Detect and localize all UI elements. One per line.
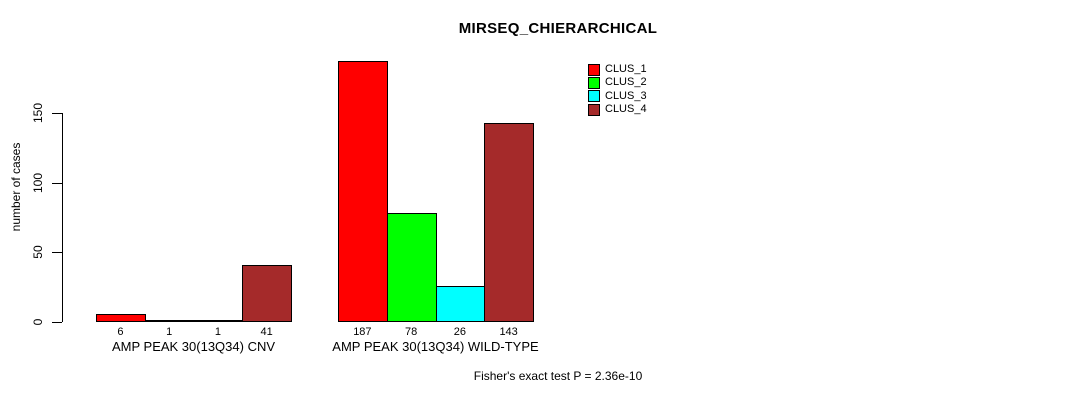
y-axis-tick-label: 150	[31, 102, 45, 124]
y-axis-tick	[52, 252, 62, 254]
legend-item: CLUS_1	[588, 63, 647, 76]
legend-color-swatch-clus-1	[588, 63, 600, 76]
bar-value-label: 78	[405, 326, 418, 338]
legend-item: CLUS_3	[588, 89, 647, 103]
y-axis-tick-label: 100	[31, 172, 45, 193]
category-label: AMP PEAK 30(13Q34) WILD-TYPE	[332, 339, 539, 354]
bar-value-label: 1	[166, 326, 173, 338]
category-label: AMP PEAK 30(13Q34) CNV	[111, 339, 276, 354]
bar-value-label: 1	[214, 326, 221, 338]
bar-g1-clus-2	[144, 320, 195, 322]
bar-g1-clus-1	[96, 314, 146, 322]
legend-item: CLUS_4	[588, 103, 647, 116]
legend-label: CLUS_3	[605, 89, 647, 102]
bar-g2-clus-2	[386, 213, 437, 322]
bar-g2-clus-4	[484, 123, 534, 322]
bar-value-label: 6	[117, 326, 124, 338]
bar-value-label: 26	[453, 326, 466, 338]
legend-color-swatch-clus-3	[588, 90, 600, 103]
bar-g2-clus-3	[435, 286, 486, 322]
y-axis-tick-label: 50	[31, 245, 45, 260]
chart-title: MIRSEQ_CHIERARCHICAL	[458, 20, 658, 37]
bar-g1-clus-3	[193, 320, 244, 322]
y-axis-tick	[52, 182, 62, 184]
y-axis-tick	[52, 322, 62, 323]
bar-value-label: 143	[499, 326, 518, 338]
y-axis-line	[62, 113, 63, 322]
bar-value-label: 41	[260, 326, 273, 338]
legend-label: CLUS_2	[605, 76, 647, 89]
y-axis-tick	[52, 113, 62, 114]
bar-g2-clus-1	[338, 61, 388, 322]
bar-value-label: 187	[353, 326, 372, 338]
y-axis-title: number of cases	[9, 142, 23, 232]
stat-annotation: Fisher's exact test P = 2.36e-10	[473, 369, 643, 383]
legend-label: CLUS_4	[605, 103, 647, 116]
bar-g1-clus-4	[242, 265, 292, 322]
legend-label: CLUS_1	[605, 63, 647, 76]
y-axis-tick-label: 0	[31, 318, 45, 326]
legend-color-swatch-clus-2	[588, 76, 600, 89]
legend-color-swatch-clus-4	[588, 103, 600, 116]
legend: CLUS_1 CLUS_2 CLUS_3 CLUS_4	[588, 63, 647, 116]
legend-item: CLUS_2	[588, 76, 647, 89]
